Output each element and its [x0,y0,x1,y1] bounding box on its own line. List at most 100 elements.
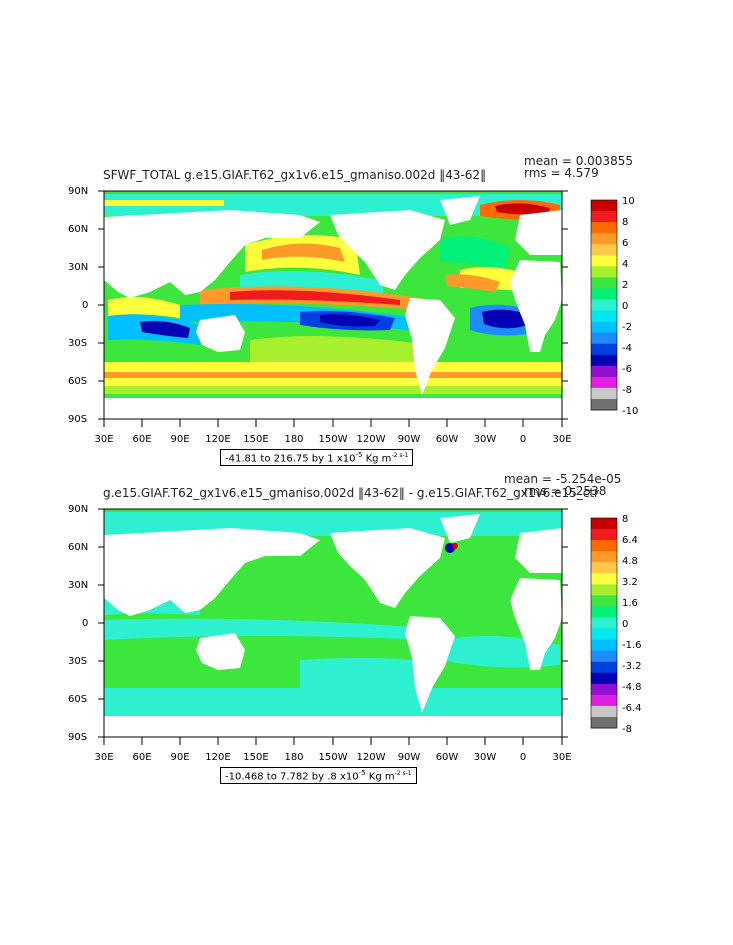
colorbar-swatch [591,639,617,652]
p1-lon-tick: 0 [520,434,526,445]
panel1-title: SFWF_TOTAL g.e15.GIAF.T62_gx1v6.e15_gman… [103,168,487,182]
p2-lon-tick: 30E [552,752,571,763]
p1-lat-tick: 30N [68,262,88,273]
p1-lon-tick: 120W [357,434,386,445]
p1-lon-tick: 90W [398,434,421,445]
p1-lon-tick: 30W [474,434,497,445]
panel1-range-unit: Kg m [362,453,392,465]
panel1-map: 90N 60N 30N 0 30S 60S 90S 30E 60E 90E 12… [68,186,638,445]
panel2-title: g.e15.GIAF.T62_gx1v6.e15_gmaniso.002d ‖4… [103,486,599,500]
colorbar-swatch [591,683,617,696]
panel1-range-text: -41.81 to 216.75 by 1 x10 [225,453,356,465]
panel1-range-box: -41.81 to 216.75 by 1 x10-5 Kg m-2 s-1 [220,449,414,467]
p2-colorbar [590,517,618,729]
colorbar-swatch [591,573,617,585]
p1-lat-tick: 90N [68,186,88,197]
colorbar-swatch [591,222,617,234]
colorbar-swatch [591,288,617,300]
panel2-mean: mean = -5.254e-05 [504,472,622,486]
colorbar-frame [590,199,618,411]
colorbar-label: 0 [622,301,628,312]
colorbar-label: 8 [622,514,628,525]
colorbar-swatch [591,376,617,389]
colorbar-swatch [591,211,617,223]
p2-lon-tick: 90W [398,752,421,763]
panel2-range-unit: Kg m [365,771,395,783]
colorbar-label: 0 [622,619,628,630]
colorbar-swatch [591,321,617,334]
colorbar-label: 10 [622,196,635,207]
p2-lon-tick: 60E [132,752,151,763]
colorbar-swatch [591,584,617,596]
colorbar-swatch [591,716,617,729]
colorbar-swatch [591,200,617,212]
p2-lat-tick: 0 [82,618,88,629]
panel1-rms: rms = 4.579 [524,166,599,180]
p1-lon-tick: 60W [436,434,459,445]
p1-lat-tick: 60S [68,376,87,387]
colorbar-swatch [591,244,617,256]
colorbar-swatch [591,694,617,707]
colorbar-swatch [591,343,617,356]
panel2-range-box: -10.468 to 7.782 by .8 x10-5 Kg m-2 s-1 [220,767,417,785]
p2-lon-tick: 150E [243,752,268,763]
p2-lon-tick: 180 [284,752,303,763]
p2-lon-tick: 30W [474,752,497,763]
colorbar-label: -2 [622,322,632,333]
colorbar-swatch [591,310,617,323]
colorbar-frame [590,517,618,729]
colorbar-label: 8 [622,217,628,228]
p1-lon-tick: 180 [284,434,303,445]
p2-lon-tick: 150W [319,752,348,763]
colorbar-swatch [591,705,617,718]
colorbar-swatch [591,365,617,378]
p1-colorbar-labels: 10 8 6 4 2 0 -2 -4 -6 -8 -10 [622,196,638,417]
colorbar-label: -8 [622,385,632,396]
colorbar-swatch [591,387,617,400]
p1-lon-tick: 30E [94,434,113,445]
p2-lon-tick: 60W [436,752,459,763]
p1-colorbar [590,199,618,411]
p2-lon-tick: 120E [205,752,230,763]
panel2-range-text: -10.468 to 7.782 by .8 x10 [225,771,359,783]
p1-lon-tick: 30E [552,434,571,445]
colorbar-swatch [591,255,617,267]
colorbar-swatch [591,672,617,685]
panel2-rms: rms = 0.2538 [524,484,607,498]
colorbar-swatch [591,266,617,278]
p1-lon-tick: 150W [319,434,348,445]
colorbar-swatch [591,617,617,630]
p2-lon-tick: 0 [520,752,526,763]
colorbar-swatch [591,518,617,530]
colorbar-swatch [591,562,617,574]
colorbar-label: -4.8 [622,682,642,693]
p1-lon-tick: 150E [243,434,268,445]
p2-lat-tick: 60N [68,542,88,553]
colorbar-swatch [591,233,617,245]
p2-colorbar-labels: 8 6.4 4.8 3.2 1.6 0 -1.6 -3.2 -4.8 -6.4 -8 [622,514,642,735]
colorbar-label: 3.2 [622,577,638,588]
panel1-range-exp: -5 [355,451,363,459]
p1-lat-tick: 0 [82,300,88,311]
colorbar-label: 2 [622,280,628,291]
colorbar-label: -6 [622,364,632,375]
colorbar-label: 1.6 [622,598,638,609]
colorbar-swatch [591,551,617,563]
colorbar-swatch [591,650,617,663]
p2-lon-tick: 120W [357,752,386,763]
colorbar-swatch [591,398,617,411]
p2-lon-tick: 30E [94,752,113,763]
p2-lat-tick: 90N [68,504,88,515]
colorbar-swatch [591,529,617,541]
p1-lon-tick: 90E [170,434,189,445]
colorbar-swatch [591,332,617,345]
colorbar-label: 6 [622,238,628,249]
colorbar-label: -8 [622,724,632,735]
panel2-range-unit-exp: -2 s-1 [394,770,412,777]
colorbar-swatch [591,354,617,367]
p1-lon-tick: 120E [205,434,230,445]
colorbar-label: -3.2 [622,661,642,672]
p1-lat-tick: 30S [68,338,87,349]
colorbar-label: -10 [622,406,638,417]
